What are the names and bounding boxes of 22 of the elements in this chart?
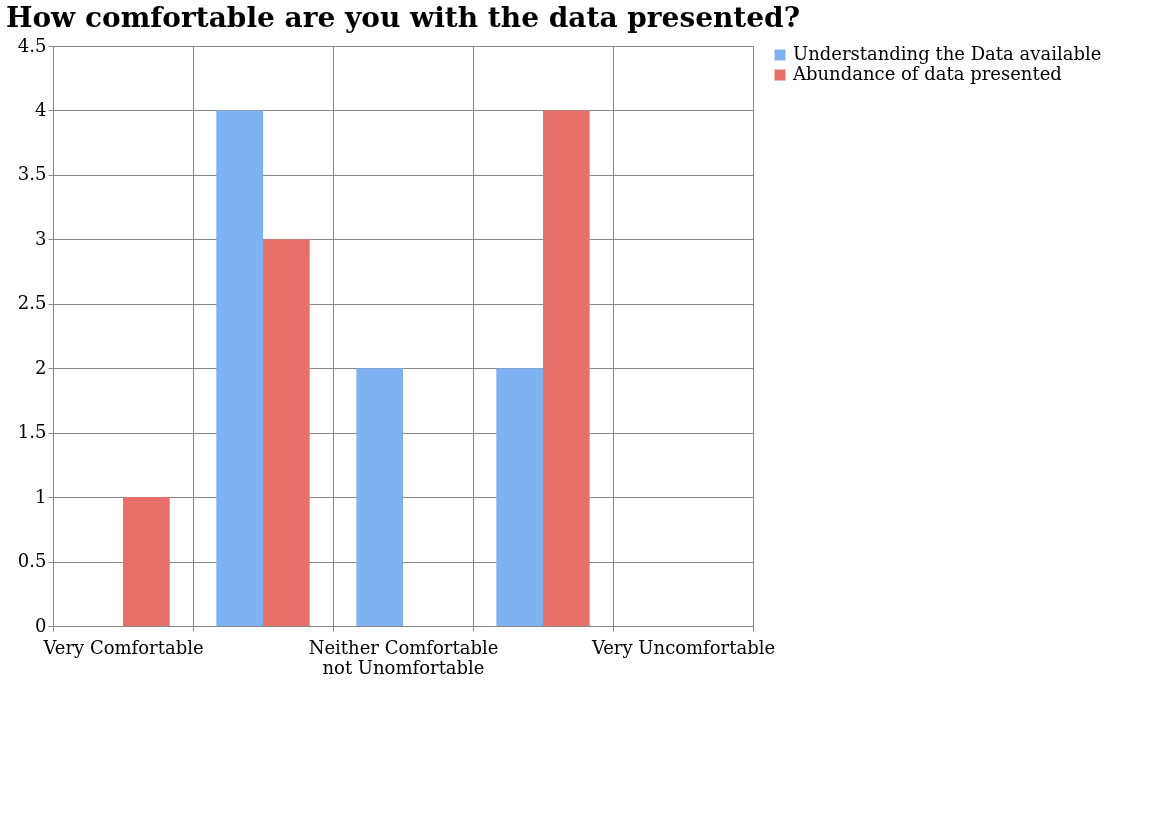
y-tick-label: 0 <box>35 614 47 636</box>
y-tick-label: 4 <box>35 98 47 120</box>
bar <box>356 368 403 626</box>
y-tick-label: 2 <box>35 356 47 378</box>
x-tick-label: Neither Comfortable not Unomfortable <box>308 636 499 678</box>
y-tick-label: 2.5 <box>17 292 47 314</box>
bar <box>496 368 543 626</box>
x-tick-label: Very Uncomfortable <box>590 636 776 658</box>
legend-label: Abundance of data presented <box>792 63 1062 84</box>
y-tick-label: 0.5 <box>17 550 47 572</box>
bar <box>263 239 310 626</box>
chart-title: How comfortable are you with the data presented? <box>5 1 801 34</box>
bar <box>543 110 590 626</box>
y-tick-label: 1 <box>35 485 47 507</box>
y-tick-label: 3 <box>35 227 47 249</box>
y-tick-label: 3.5 <box>17 163 47 185</box>
legend-label: Understanding the Data available <box>793 43 1102 64</box>
bar <box>216 110 263 626</box>
y-tick-label: 4.5 <box>17 34 47 56</box>
bar <box>123 497 170 626</box>
x-tick-label: Very Comfortable <box>42 636 204 658</box>
y-tick-label: 1.5 <box>17 421 47 443</box>
